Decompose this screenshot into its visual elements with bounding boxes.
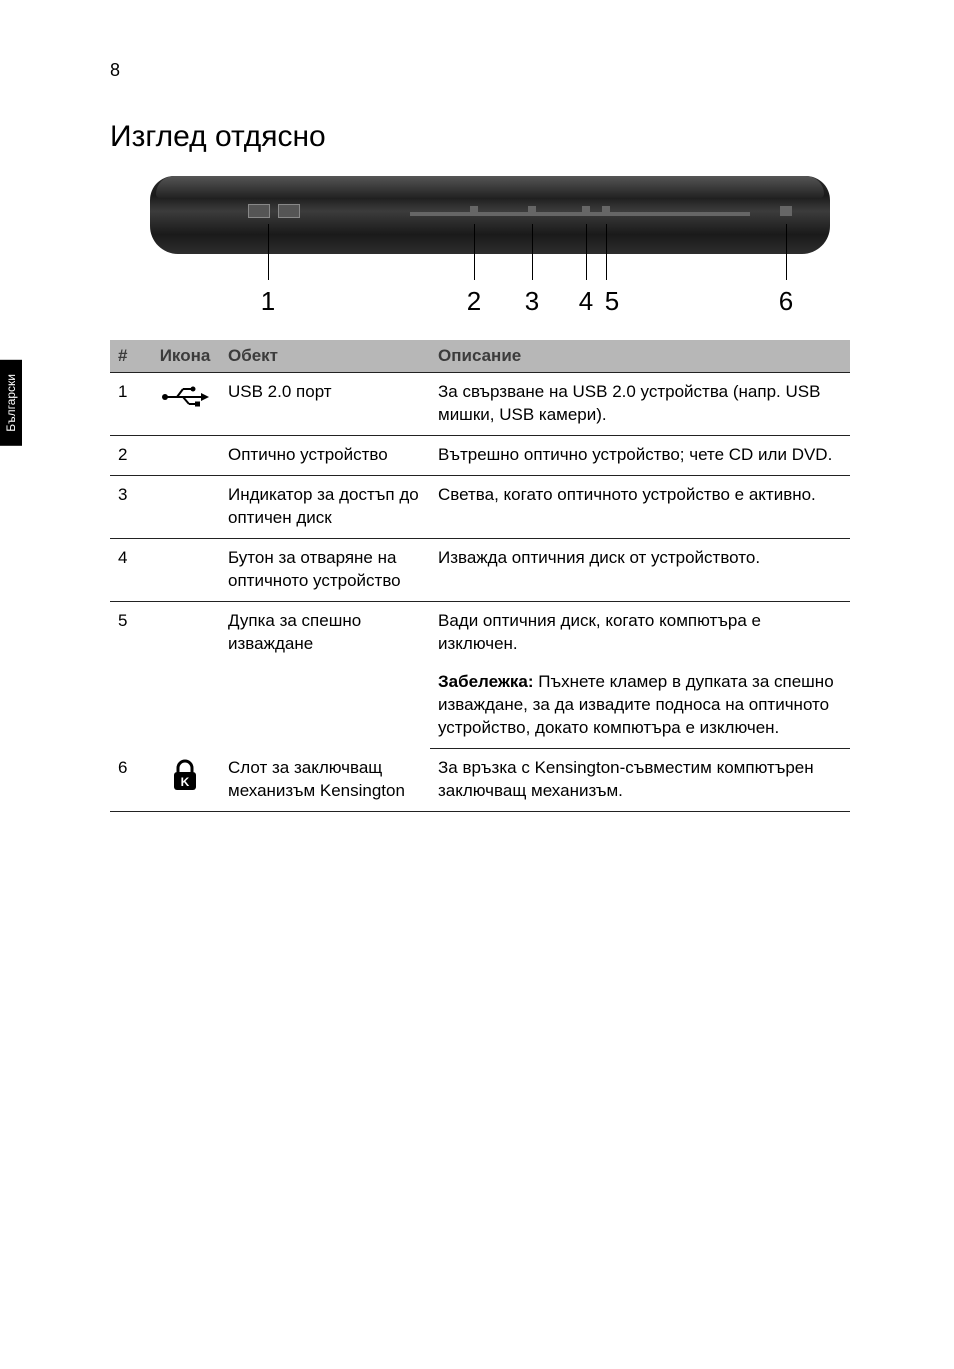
usb-port-shape (278, 204, 300, 218)
table-row: 2 Оптично устройствоВътрешно оптично устр… (110, 435, 850, 475)
table-header-row: # Икона Обект Описание (110, 340, 850, 373)
callout-number: 4 (576, 286, 596, 317)
cell-item: USB 2.0 порт (220, 373, 430, 436)
cell-desc: Изважда оптичния диск от устройството. (430, 538, 850, 601)
cell-note: Забележка: Пъхнете кламер в дупката за с… (430, 663, 850, 748)
cell-icon (150, 373, 220, 436)
callout-number: 1 (258, 286, 278, 317)
callout-number: 5 (602, 286, 622, 317)
port-marker (602, 206, 610, 216)
cell-icon: K (150, 749, 220, 812)
cell-item: Бутон за отваряне на оптичното устройств… (220, 538, 430, 601)
cell-item: Дупка за спешно изваждане (220, 601, 430, 749)
port-marker (780, 206, 792, 216)
header-item: Обект (220, 340, 430, 373)
cell-desc: Вътрешно оптично устройство; чете CD или… (430, 435, 850, 475)
usb-port-shape (248, 204, 270, 218)
usb-icon (161, 383, 209, 407)
table-row: 6 K Слот за заключващ механизъм Kensington… (110, 749, 850, 812)
right-view-diagram: 1 2 3 45 6 (150, 176, 830, 316)
svg-text:K: K (181, 775, 190, 789)
cell-num: 3 (110, 475, 150, 538)
table-row: 3 Индикатор за достъп до оптичен дискСвет… (110, 475, 850, 538)
optical-slot-shape (410, 212, 750, 216)
callout-number: 3 (522, 286, 542, 317)
laptop-lid-shape (156, 176, 824, 198)
section-heading: Изглед отдясно (110, 120, 326, 154)
cell-item: Индикатор за достъп до оптичен диск (220, 475, 430, 538)
callout-line (606, 224, 607, 280)
table-row: 4 Бутон за отваряне на оптичното устройст… (110, 538, 850, 601)
cell-item: Оптично устройство (220, 435, 430, 475)
ports-table-wrap: # Икона Обект Описание 1 USB 2.0 портЗа с… (110, 340, 850, 812)
cell-icon (150, 538, 220, 601)
cell-num: 2 (110, 435, 150, 475)
callout-number: 6 (776, 286, 796, 317)
callout-line (474, 224, 475, 280)
table-row: 5Дупка за спешно изважданеВади оптичния … (110, 601, 850, 663)
callout-line (786, 224, 787, 280)
cell-desc: Светва, когато оптичното устройство е ак… (430, 475, 850, 538)
cell-icon (150, 475, 220, 538)
callout-line (268, 224, 269, 280)
cell-desc: Вади оптичния диск, когато компютъра е и… (430, 601, 850, 663)
cell-item: Слот за заключващ механизъм Kensington (220, 749, 430, 812)
table-body: 1 USB 2.0 портЗа свързване на USB 2.0 уст… (110, 373, 850, 812)
callout-number: 2 (464, 286, 484, 317)
header-icon: Икона (150, 340, 220, 373)
port-marker (582, 206, 590, 216)
cell-num: 1 (110, 373, 150, 436)
language-tab: Български (0, 360, 22, 446)
cell-icon (150, 435, 220, 475)
header-desc: Описание (430, 340, 850, 373)
header-num: # (110, 340, 150, 373)
callout-line (532, 224, 533, 280)
lock-icon: K (170, 759, 200, 793)
table-row: 1 USB 2.0 портЗа свързване на USB 2.0 уст… (110, 373, 850, 436)
cell-num: 5 (110, 601, 150, 749)
cell-desc: За свързване на USB 2.0 устройства (напр… (430, 373, 850, 436)
cell-desc: За връзка с Kensington-съвместим компютъ… (430, 749, 850, 812)
cell-icon (150, 601, 220, 749)
port-marker (470, 206, 478, 216)
cell-num: 6 (110, 749, 150, 812)
port-marker (528, 206, 536, 216)
cell-num: 4 (110, 538, 150, 601)
note-label: Забележка: (438, 672, 534, 691)
ports-table: # Икона Обект Описание 1 USB 2.0 портЗа с… (110, 340, 850, 812)
callout-line (586, 224, 587, 280)
page-number: 8 (110, 60, 120, 81)
